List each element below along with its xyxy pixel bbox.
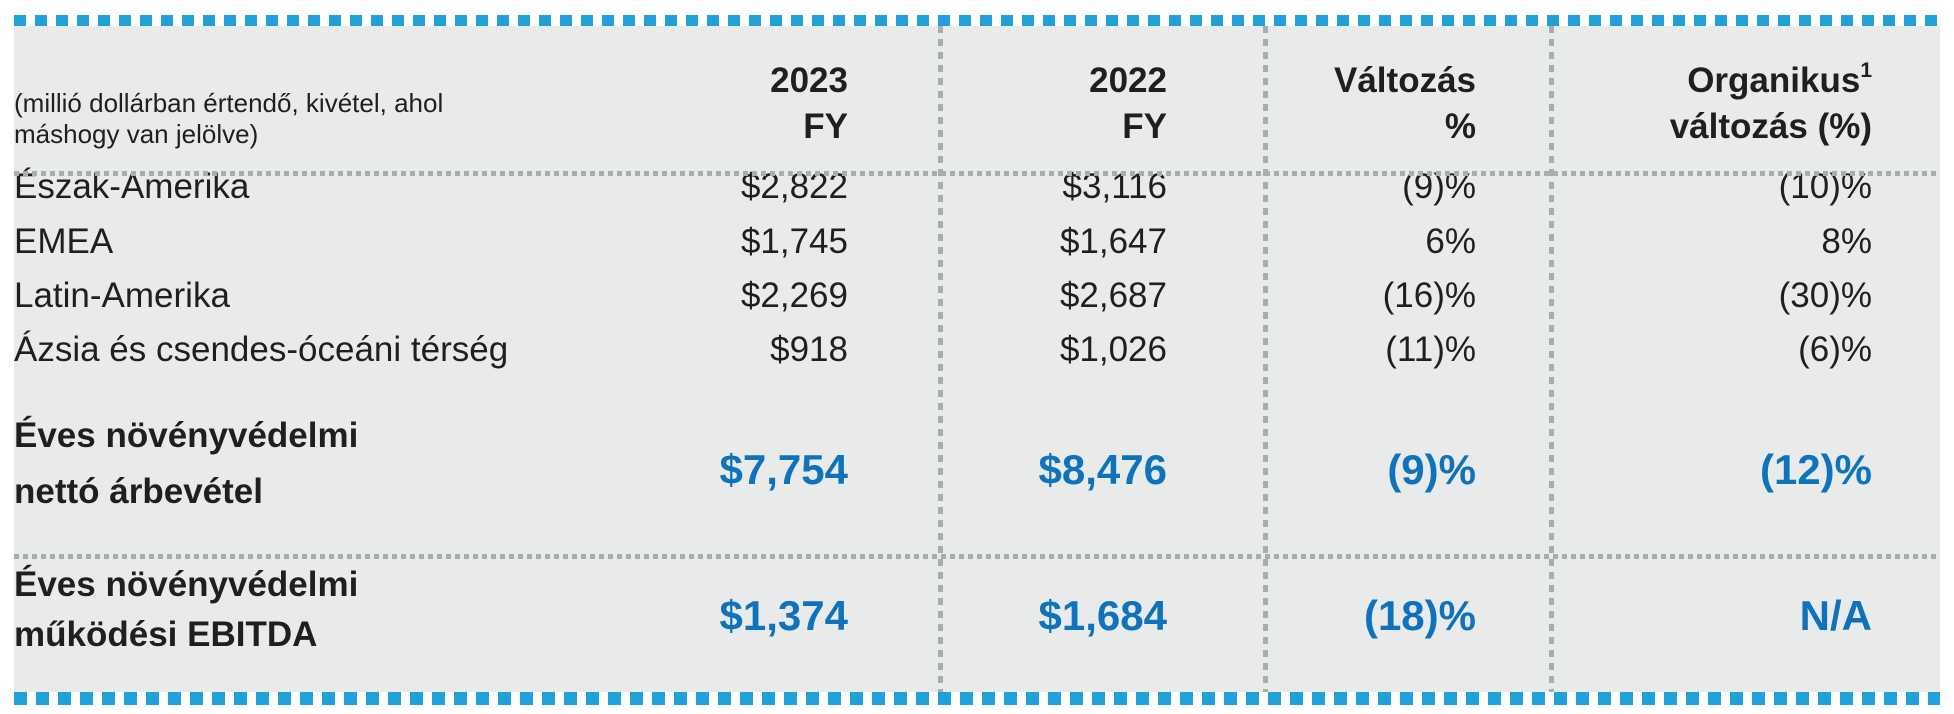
table-row-emea: EMEA $1,745 $1,647 6% 8% (14, 215, 1940, 269)
top-dashed-border (14, 15, 1940, 26)
value-fy2022: $2,687 (1059, 275, 1167, 315)
column-separator-2 (1263, 26, 1268, 692)
unit-note-line2: máshogy van jelölve) (14, 119, 259, 150)
summary-row-operating-ebitda: Éves növényvédelmi működési EBITDA $1,37… (14, 541, 1940, 692)
ebitda-separator-line (14, 554, 1940, 559)
header-separator-line (14, 171, 1940, 176)
summary-label-net-sales: Éves növényvédelmi nettó árbevétel (14, 415, 359, 511)
summary-row-net-sales: Éves növényvédelmi nettó árbevétel $7,75… (14, 377, 1940, 541)
bottom-dashed-border (14, 692, 1940, 705)
header-row: (millió dollárban értendő, kivétel, ahol… (14, 26, 1940, 150)
value-organic-change: (30)% (1778, 275, 1872, 315)
column-header-organic-change-pct: Organikus1 változás (%) (1669, 59, 1872, 147)
value-change: (11)% (1385, 329, 1476, 369)
column-header-2022-fy: 2022 FY (1089, 61, 1167, 147)
column-header-2023-fy: 2023 FY (770, 61, 848, 147)
region-label: EMEA (14, 221, 114, 261)
value-fy2022: $3,116 (1062, 166, 1167, 206)
value-change: (9)% (1402, 166, 1476, 206)
footnote-superscript: 1 (1860, 59, 1872, 83)
column-separator-1 (938, 26, 943, 692)
value-fy2023: $2,269 (740, 275, 848, 315)
value-organic-change: (6)% (1798, 329, 1872, 369)
region-label: Észak-Amerika (14, 166, 250, 206)
summary-value-change: (9)% (1387, 445, 1476, 493)
value-fy2023: $2,822 (740, 166, 848, 206)
summary-value-change: (18)% (1363, 592, 1476, 640)
summary-value-organic-change: (12)% (1759, 445, 1872, 493)
value-fy2023: $1,745 (740, 221, 848, 261)
table-row-north-america: Észak-Amerika $2,822 $3,116 (9)% (10)% (14, 150, 1940, 215)
table-row-asia-pacific: Ázsia és csendes-óceáni térség $918 $1,0… (14, 323, 1940, 377)
summary-value-organic-change: N/A (1799, 592, 1872, 640)
column-header-change-pct: Változás % (1334, 61, 1476, 147)
value-change: 6% (1425, 221, 1476, 261)
table-background (14, 26, 1940, 692)
unit-note: (millió dollárban értendő, kivétel, ahol… (14, 26, 592, 150)
value-organic-change: 8% (1821, 221, 1872, 261)
value-fy2023: $918 (770, 329, 848, 369)
summary-value-fy2023: $1,374 (719, 592, 848, 640)
summary-value-fy2022: $1,684 (1038, 592, 1167, 640)
summary-value-fy2023: $7,754 (719, 445, 848, 493)
summary-label-operating-ebitda: Éves növényvédelmi működési EBITDA (14, 565, 359, 655)
region-label: Ázsia és csendes-óceáni térség (14, 329, 509, 369)
value-fy2022: $1,647 (1059, 221, 1167, 261)
table-row-latin-america: Latin-Amerika $2,269 $2,687 (16)% (30)% (14, 269, 1940, 323)
column-separator-3 (1549, 26, 1554, 692)
value-organic-change: (10)% (1778, 166, 1872, 206)
summary-value-fy2022: $8,476 (1038, 445, 1167, 493)
region-label: Latin-Amerika (14, 275, 230, 315)
crop-protection-results-table: (millió dollárban értendő, kivétel, ahol… (14, 26, 1940, 692)
value-change: (16)% (1382, 275, 1476, 315)
value-fy2022: $1,026 (1059, 329, 1167, 369)
unit-note-line1: (millió dollárban értendő, kivétel, ahol (14, 88, 444, 119)
